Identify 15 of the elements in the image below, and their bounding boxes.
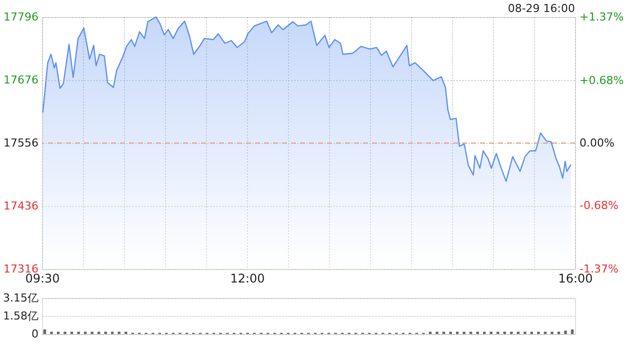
y-tick-label: 17796: [4, 10, 38, 24]
y-tick-label: 17436: [4, 200, 38, 212]
y-tick-label: 0: [32, 328, 38, 340]
y2-tick-label: 0.00%: [580, 136, 614, 150]
text: 08-29 16:00: [508, 2, 575, 15]
x-tick-label: 12:00: [230, 272, 265, 286]
y-tick-label: 3.15亿: [3, 292, 38, 304]
y2-tick-label: -0.68%: [580, 199, 618, 212]
x-tick-label: 16:00: [558, 272, 593, 286]
y-tick-label: 1.58亿: [3, 309, 38, 322]
y-tick-label: 17556: [4, 136, 38, 150]
y-tick-label: 17676: [4, 74, 38, 86]
y2-tick-label: +1.37%: [580, 10, 624, 24]
y2-tick-label: +0.68%: [580, 74, 624, 87]
x-tick-label: 09:30: [25, 272, 60, 286]
